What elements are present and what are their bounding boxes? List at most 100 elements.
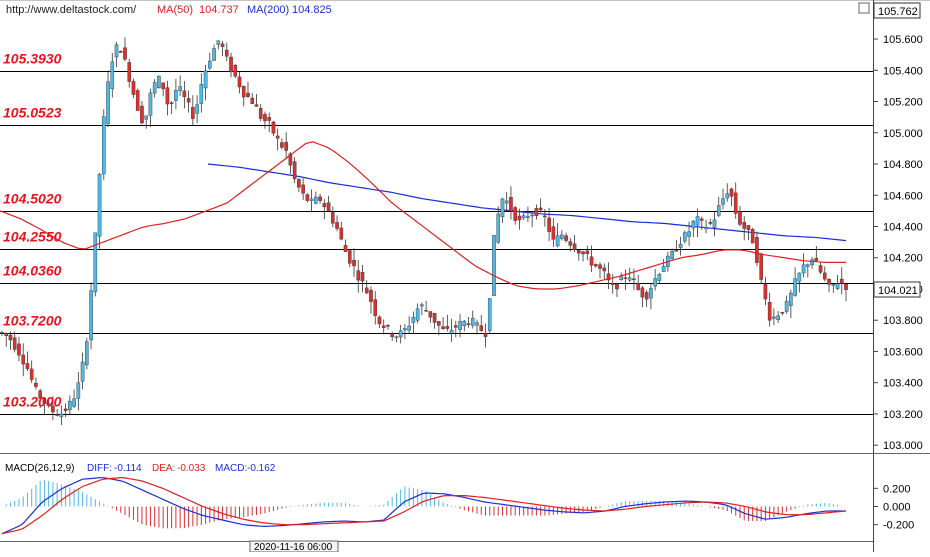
candle-body: [144, 115, 149, 120]
level-label: 105.3930: [3, 51, 62, 67]
candle-body: [403, 328, 407, 331]
candle-body: [386, 325, 390, 327]
level-label: 103.7200: [3, 313, 62, 329]
macd-dea-value: -0.033: [177, 463, 206, 474]
candle-body: [364, 287, 369, 294]
candle-body: [568, 241, 573, 246]
candle-body: [326, 202, 331, 212]
candle-body: [42, 397, 47, 404]
candle-body: [708, 222, 713, 224]
candle-body: [101, 116, 106, 175]
candle-body: [610, 283, 615, 286]
candle-body: [297, 179, 301, 188]
options-checkbox[interactable]: [858, 2, 870, 14]
ma50-layer: [0, 141, 846, 290]
candle-body: [487, 298, 492, 331]
candle-body: [93, 232, 98, 293]
candle-body: [224, 49, 229, 57]
candle-body: [623, 277, 628, 279]
candle-body: [424, 310, 428, 312]
candle-body: [806, 264, 810, 267]
candle-body: [759, 253, 763, 280]
candle-body: [606, 273, 611, 281]
candle-body: [51, 405, 55, 413]
candle-body: [17, 343, 21, 356]
candle-body: [712, 219, 717, 228]
candle-body: [767, 301, 772, 321]
candle-body: [318, 196, 322, 201]
candle-body: [772, 316, 776, 319]
candle-body: [479, 325, 484, 331]
candle-body: [263, 114, 267, 122]
candle-body: [110, 61, 115, 90]
candle-body: [750, 229, 755, 244]
candle-body: [449, 329, 454, 334]
candle-body: [335, 222, 339, 229]
candle-body: [216, 40, 221, 45]
candle-body: [360, 271, 365, 282]
price-tick-label: 103.600: [883, 346, 923, 358]
candle-body: [636, 283, 640, 290]
top-price-value: 105.762: [878, 6, 918, 18]
candle-body: [114, 44, 119, 58]
candle-body: [822, 272, 827, 280]
candle-body: [653, 278, 657, 287]
candle-body: [267, 116, 271, 121]
candle-body: [305, 194, 310, 201]
ma50-line: [0, 141, 846, 290]
candle-body: [814, 257, 819, 262]
candle-body: [776, 315, 780, 321]
candle-body: [8, 334, 13, 341]
candle-body: [394, 336, 399, 339]
candle-body: [411, 317, 416, 323]
candle-body: [844, 283, 848, 290]
candle-body: [174, 90, 178, 101]
candle-body: [674, 250, 679, 252]
macd-hist-label: MACD:: [215, 463, 247, 474]
candle-body: [199, 84, 204, 104]
candle-body: [250, 97, 255, 104]
source-url: http://www.deltastock.com/: [6, 4, 137, 16]
candle-body: [691, 220, 696, 229]
candle-body: [780, 312, 785, 314]
ma50-value: 104.737: [199, 4, 239, 16]
candle-body: [195, 104, 199, 114]
candle-body: [4, 333, 9, 337]
candle-body: [356, 270, 361, 281]
candle-body: [152, 82, 157, 94]
candle-body: [560, 234, 564, 239]
price-tick-label: 105.200: [883, 97, 923, 109]
macd-dea-label: DEA:: [152, 463, 175, 474]
candle-body: [551, 226, 556, 240]
candle-body: [839, 278, 844, 284]
candle-body: [437, 321, 441, 326]
current-price-box: [873, 281, 921, 298]
candle-body: [118, 51, 123, 53]
candle-body: [509, 197, 513, 212]
candle-body: [191, 107, 195, 119]
candle-body: [661, 266, 666, 272]
macd-dea-line: [1, 476, 847, 535]
price-tick-label: 103.200: [883, 409, 923, 421]
candle-body: [572, 243, 577, 251]
candle-body: [733, 192, 738, 214]
price-tick-label: 104.400: [883, 222, 923, 234]
candle-body: [784, 300, 789, 312]
candle-body: [29, 368, 34, 380]
candle-body: [373, 299, 378, 316]
candle-body: [212, 48, 216, 61]
candle-body: [229, 56, 233, 73]
candlesticks: [0, 37, 848, 426]
top-price-box: [873, 2, 921, 19]
candle-body: [827, 279, 831, 285]
candle-body: [746, 225, 751, 230]
candle-body: [602, 267, 607, 272]
candle-body: [678, 243, 683, 248]
candle-body: [275, 135, 280, 139]
candle-body: [135, 90, 140, 111]
candle-body: [632, 278, 636, 281]
candle-body: [59, 413, 64, 418]
candle-body: [538, 207, 543, 211]
